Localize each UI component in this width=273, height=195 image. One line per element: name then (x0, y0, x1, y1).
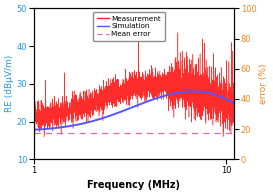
X-axis label: Frequency (MHz): Frequency (MHz) (87, 180, 180, 190)
Legend: Measurement, Simulation, Mean error: Measurement, Simulation, Mean error (93, 12, 165, 41)
Y-axis label: RE (dBμV/m): RE (dBμV/m) (5, 55, 14, 113)
Y-axis label: error (%): error (%) (259, 64, 268, 104)
